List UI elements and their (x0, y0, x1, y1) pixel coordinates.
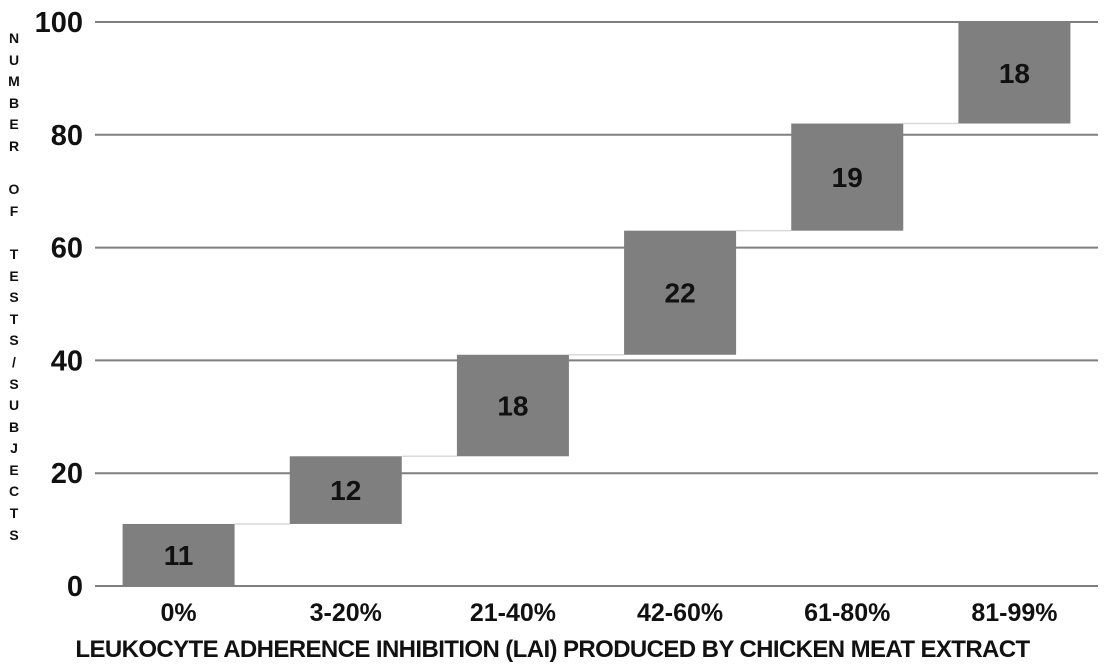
data-label-3: 22 (665, 278, 696, 309)
data-label-1: 12 (330, 475, 361, 506)
bar-2 (456, 354, 569, 457)
bars (122, 22, 1071, 586)
data-label-0: 11 (164, 540, 194, 571)
y-tick-labels: 0 20 40 60 80 100 (35, 7, 83, 603)
y-axis-label-char: M (8, 73, 20, 90)
y-axis-label-char (4, 222, 24, 244)
bar-5 (958, 22, 1071, 124)
x-tick-1: 3-20% (310, 599, 382, 627)
y-axis-label-char: E (9, 267, 19, 284)
y-axis-label-char: E (9, 116, 19, 133)
y-tick-0: 0 (67, 571, 83, 603)
y-axis-label-char: T (9, 310, 19, 327)
y-axis-label-char: O (8, 181, 20, 198)
data-label-4: 19 (832, 162, 863, 193)
y-axis-label-char: S (9, 375, 19, 392)
bar-3 (624, 230, 737, 355)
connector-lines (234, 122, 959, 525)
y-tick-20: 20 (51, 458, 83, 490)
y-axis-label-char: U (8, 51, 20, 68)
y-axis-label-char: F (9, 202, 19, 219)
y-axis-label-char: N (8, 30, 20, 46)
y-axis-label-char: / (12, 353, 16, 370)
y-tick-80: 80 (51, 120, 83, 152)
y-axis-label-char: T (9, 245, 19, 262)
y-axis-label-char: E (9, 461, 19, 478)
x-tick-labels: 0% 3-20% 21-40% 42-60% 61-80% 81-99% (161, 599, 1058, 627)
y-axis-label-char: U (8, 397, 20, 414)
y-axis-label-char: J (10, 440, 18, 457)
y-tick-100: 100 (35, 7, 83, 39)
y-axis-label-char: B (8, 418, 20, 435)
y-tick-40: 40 (51, 345, 83, 377)
y-axis-label-char: S (9, 526, 19, 543)
y-axis-label-char: T (9, 505, 19, 522)
data-labels: 11 12 18 22 19 18 (164, 58, 1030, 571)
y-axis-label-char: C (8, 483, 20, 500)
x-axis-label: LEUKOCYTE ADHERENCE INHIBITION (LAI) PRO… (75, 636, 1030, 663)
bar-1 (289, 456, 402, 524)
data-label-5: 18 (999, 58, 1030, 89)
x-tick-0: 0% (161, 599, 197, 627)
y-axis-label-char: S (9, 289, 19, 306)
bar-0 (122, 523, 235, 586)
bar-4 (791, 123, 904, 231)
x-tick-4: 61-80% (804, 599, 890, 627)
y-axis-label-char: B (8, 94, 20, 111)
y-axis-label-char: S (9, 332, 19, 349)
y-axis-label-char: R (8, 137, 20, 154)
y-axis-label-char (4, 158, 24, 180)
x-tick-5: 81-99% (971, 599, 1057, 627)
y-tick-60: 60 (51, 233, 83, 265)
x-tick-2: 21-40% (470, 599, 556, 627)
x-tick-3: 42-60% (637, 599, 723, 627)
data-label-2: 18 (497, 391, 528, 422)
grid-lines (95, 21, 1098, 587)
